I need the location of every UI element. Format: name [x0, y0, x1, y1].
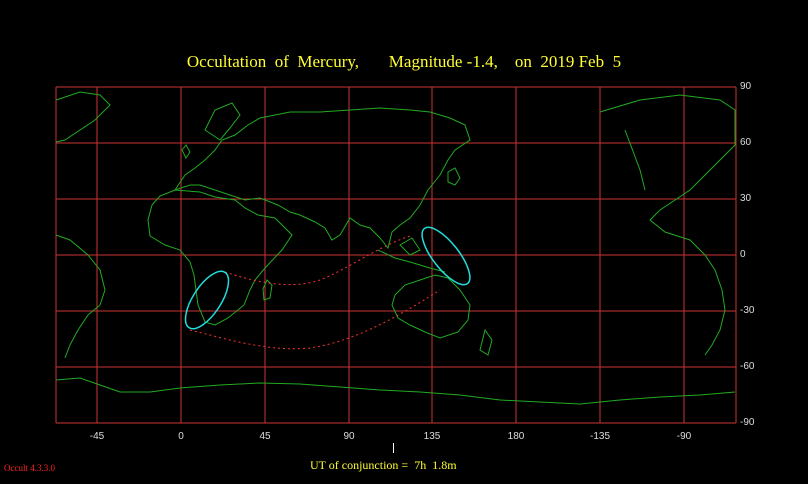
- latitude-label: 0: [740, 249, 746, 260]
- eurasia-coast: [173, 107, 471, 250]
- latitude-label: -90: [740, 417, 755, 428]
- southern-limit-path: [189, 289, 441, 350]
- conjunction-tick: [393, 443, 394, 453]
- page-title: Occultation of Mercury, Magnitude -1.4, …: [186, 52, 622, 71]
- longitude-label: -90: [676, 431, 692, 442]
- longitude-label: 90: [343, 431, 355, 442]
- longitude-label: -135: [589, 431, 611, 442]
- limit-ellipse-africa: [184, 270, 230, 330]
- limit-ellipse-pacific: [421, 226, 471, 286]
- greenland-coast: [55, 91, 111, 143]
- latitude-label: -60: [740, 361, 755, 372]
- indonesia-coast: [377, 237, 446, 273]
- japan-coast: [447, 167, 461, 186]
- longitude-label: 0: [178, 431, 184, 442]
- longitude-label: 135: [423, 431, 441, 442]
- latitude-label: 30: [740, 193, 752, 204]
- new-zealand-coast: [479, 328, 493, 356]
- latitude-label: 60: [740, 137, 752, 148]
- visibility-limits: [184, 226, 471, 330]
- madagascar-coast: [262, 279, 273, 301]
- longitude-label: -45: [89, 431, 105, 442]
- map-grid: [55, 86, 737, 424]
- south-america-east-coast: [55, 234, 106, 359]
- antarctica-coast: [55, 377, 736, 405]
- northern-limit-path: [224, 235, 411, 286]
- occultation-paths: [189, 235, 441, 350]
- uk-coast: [181, 144, 191, 159]
- conjunction-time: UT of conjunction = 7h 1.8m: [310, 458, 457, 472]
- longitude-label: 45: [259, 431, 271, 442]
- latitude-label: -30: [740, 305, 755, 316]
- africa-coast: [147, 189, 293, 326]
- australia-coast: [391, 274, 471, 339]
- latitude-label: 90: [740, 81, 752, 92]
- scandinavia-coast: [204, 102, 241, 141]
- coastlines: [55, 91, 736, 405]
- americas-coast: [599, 94, 736, 356]
- longitude-label: 180: [507, 431, 525, 442]
- software-version: Occult 4.3.3.0: [4, 463, 55, 473]
